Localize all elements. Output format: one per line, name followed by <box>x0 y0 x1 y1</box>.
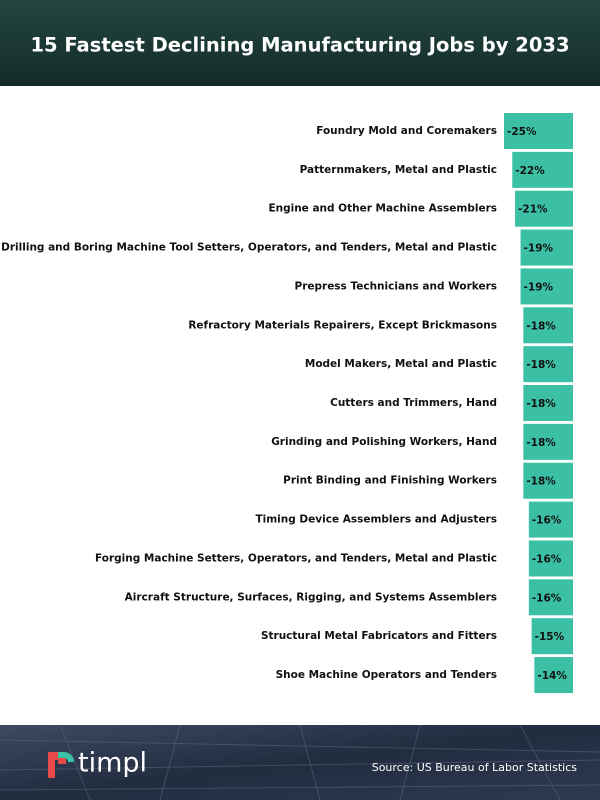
brand: timpl <box>78 748 147 779</box>
category-label: Refractory Materials Repairers, Except B… <box>188 319 497 331</box>
bar <box>504 113 573 149</box>
value-label: -16% <box>532 553 562 565</box>
value-label: -16% <box>532 515 562 527</box>
logo-icon <box>48 752 66 778</box>
value-label: -19% <box>524 243 554 255</box>
value-label: -22% <box>515 165 545 177</box>
value-label: -18% <box>526 437 556 449</box>
value-label: -21% <box>518 204 548 216</box>
value-label: -18% <box>526 320 556 332</box>
value-label: -14% <box>537 670 567 682</box>
category-label: Aircraft Structure, Surfaces, Rigging, a… <box>125 591 497 603</box>
value-label: -15% <box>535 631 565 643</box>
logo-icon-accent <box>58 752 74 762</box>
value-label: -18% <box>526 359 556 371</box>
chart-title: 15 Fastest Declining Manufacturing Jobs … <box>30 34 569 57</box>
value-label: -18% <box>526 476 556 488</box>
bar <box>534 657 573 694</box>
bar <box>515 190 573 227</box>
bar <box>520 268 573 305</box>
bar <box>528 540 573 577</box>
bar <box>528 501 573 538</box>
bar <box>520 229 573 266</box>
category-label: Grinding and Polishing Workers, Hand <box>271 436 497 448</box>
category-label: Structural Metal Fabricators and Fitters <box>261 630 497 642</box>
bar <box>523 307 573 344</box>
category-label: Prepress Technicians and Workers <box>295 280 498 292</box>
bar <box>523 385 573 422</box>
value-label: -19% <box>524 281 554 293</box>
bar <box>523 346 573 383</box>
footer: timpl Source: US Bureau of Labor Statist… <box>0 724 600 800</box>
bar <box>528 579 573 616</box>
category-label: Forging Machine Setters, Operators, and … <box>95 552 497 564</box>
category-label: Patternmakers, Metal and Plastic <box>300 164 497 176</box>
footer-texture <box>0 724 600 800</box>
value-label: -25% <box>507 126 537 138</box>
source: Source: US Bureau of Labor Statistics <box>372 761 578 774</box>
category-label: Model Makers, Metal and Plastic <box>305 358 497 370</box>
bar <box>523 423 573 460</box>
bar <box>523 462 573 499</box>
value-label: -18% <box>526 398 556 410</box>
category-label: Drilling and Boring Machine Tool Setters… <box>1 242 497 254</box>
category-label: Shoe Machine Operators and Tenders <box>276 669 497 681</box>
category-label: Foundry Mold and Coremakers <box>316 125 497 137</box>
category-label: Timing Device Assemblers and Adjusters <box>255 514 497 526</box>
category-label: Print Binding and Finishing Workers <box>283 475 497 487</box>
bar <box>512 151 573 188</box>
header-band <box>0 0 600 86</box>
category-label: Engine and Other Machine Assemblers <box>268 203 497 215</box>
category-label: Cutters and Trimmers, Hand <box>330 397 497 409</box>
bar <box>531 618 573 655</box>
value-label: -16% <box>532 592 562 604</box>
